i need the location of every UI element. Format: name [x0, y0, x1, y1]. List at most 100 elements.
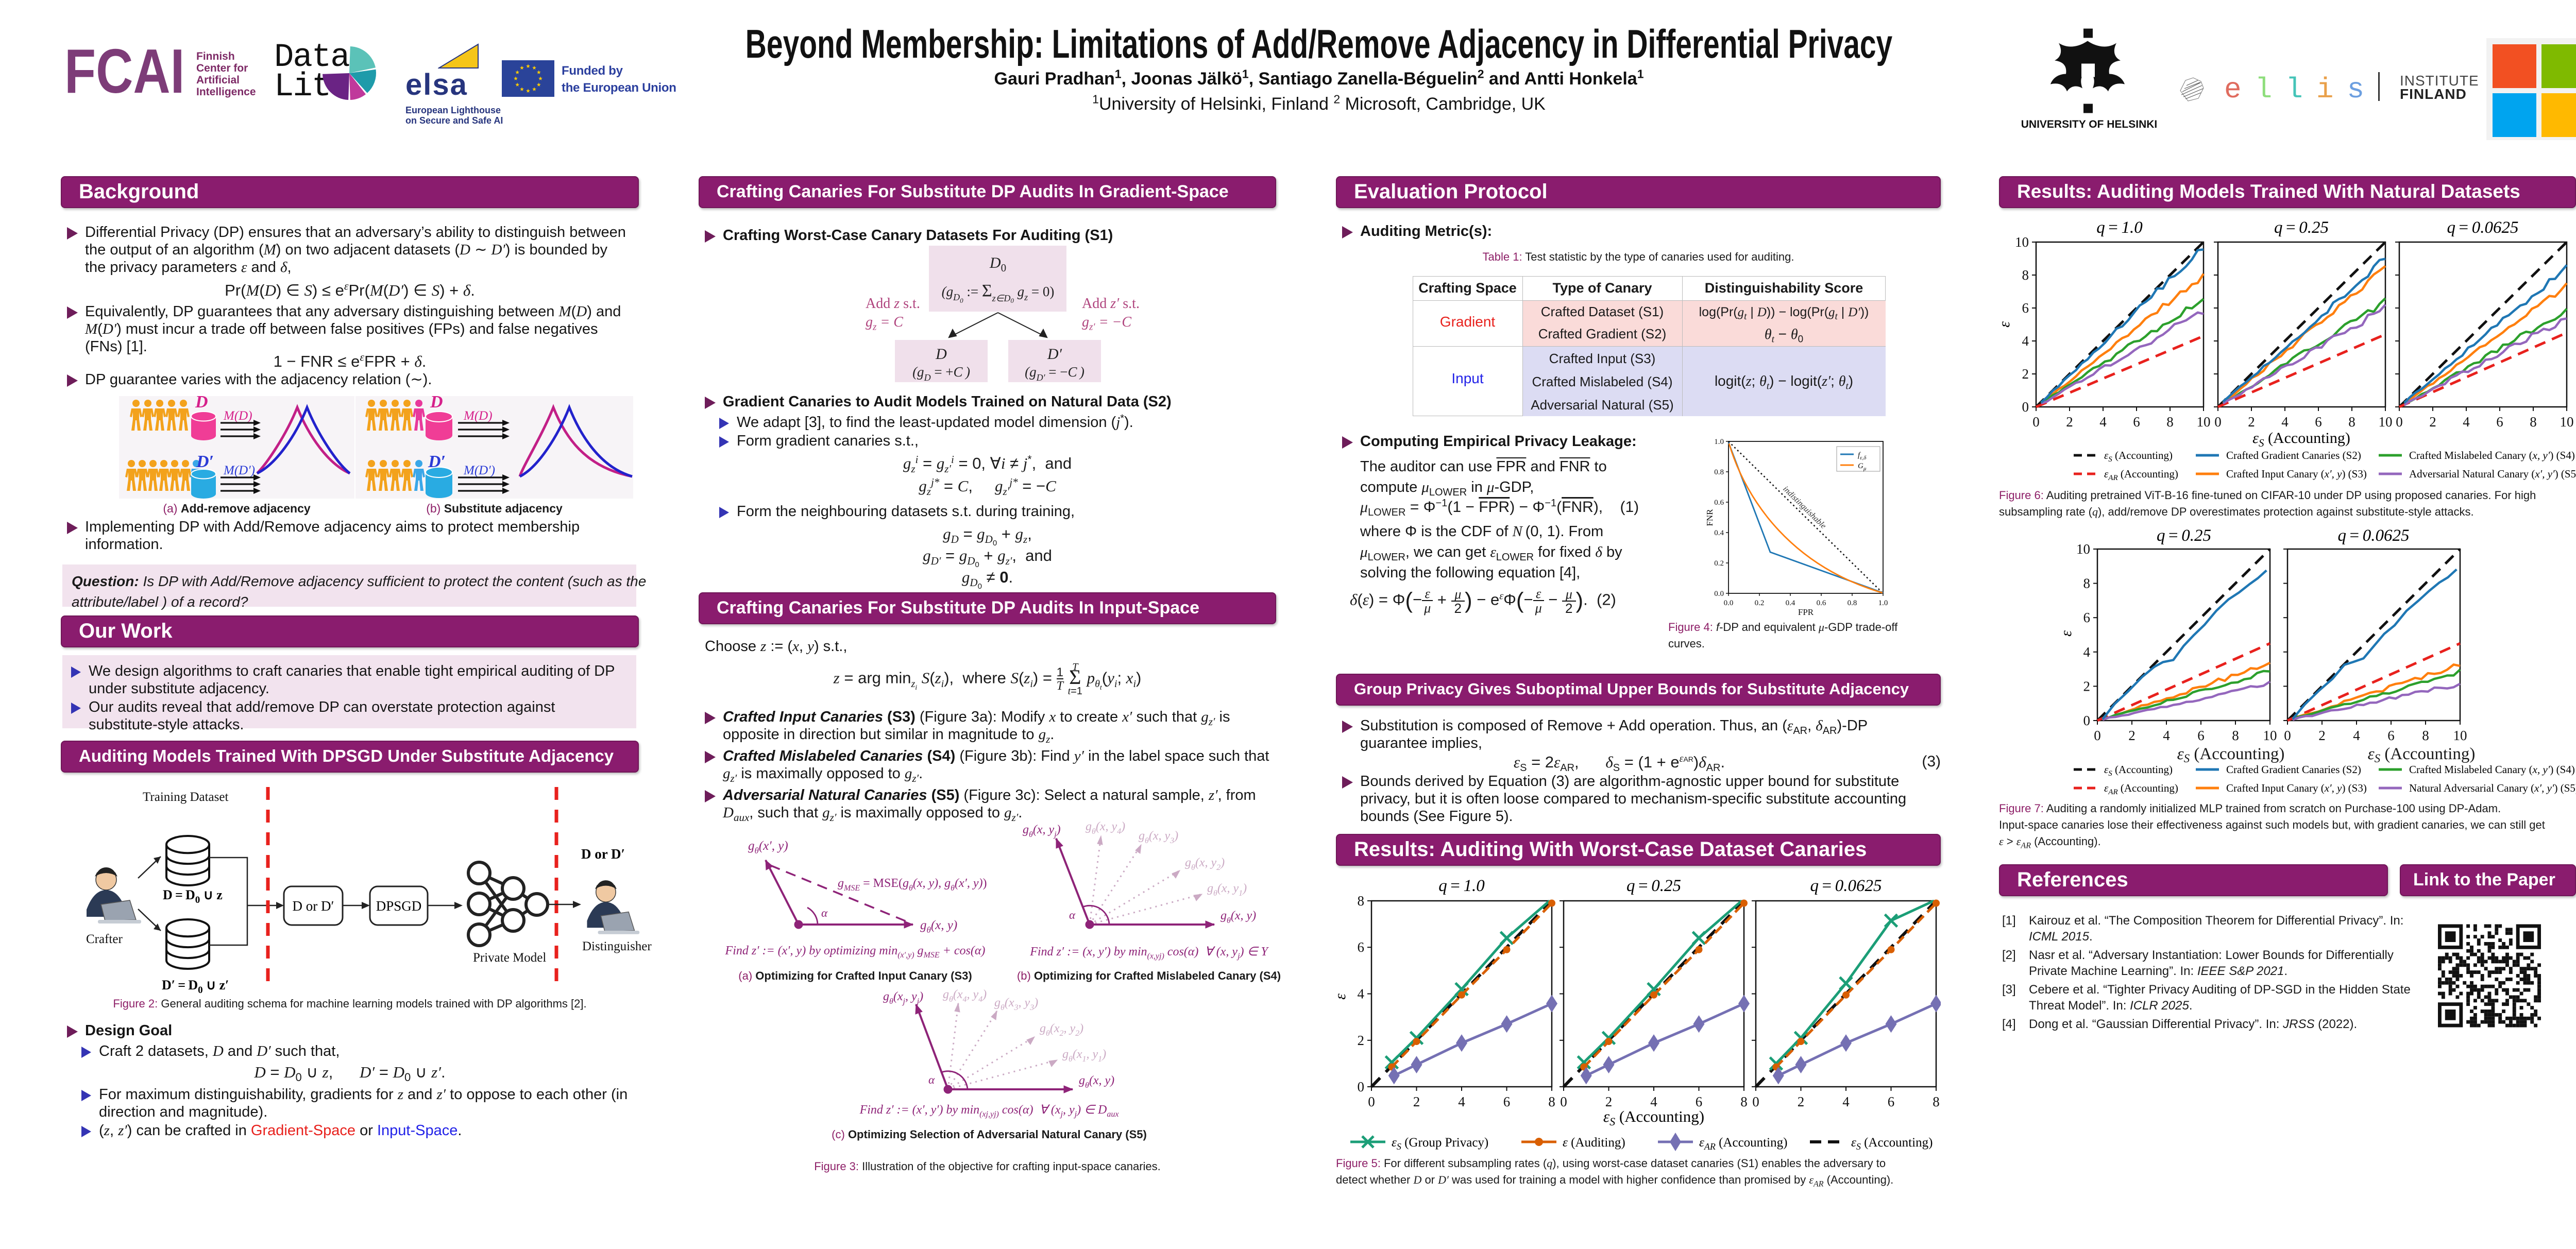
svg-text:Private Model: Private Model	[473, 951, 546, 965]
svg-text:α: α	[1069, 909, 1076, 921]
svg-text:4: 4	[2099, 414, 2107, 430]
svg-text:ε: ε	[1999, 321, 2013, 328]
svg-text:2: 2	[1358, 1033, 1365, 1048]
svg-text:4: 4	[1358, 986, 1365, 1002]
svg-text:2: 2	[2429, 414, 2436, 430]
svg-text:4: 4	[2463, 414, 2470, 430]
svg-text:0.4: 0.4	[1786, 599, 1795, 607]
svg-text:Crafted Gradient Canaries (S2): Crafted Gradient Canaries (S2)	[2226, 449, 2361, 461]
svg-text:D′ = D0 ∪ z′: D′ = D0 ∪ z′	[162, 978, 229, 996]
svg-text:0: 0	[2284, 728, 2291, 742]
svg-text:α: α	[821, 906, 828, 919]
svg-text:ε (Auditing): ε (Auditing)	[1563, 1136, 1625, 1150]
svg-text:4: 4	[2083, 644, 2091, 660]
svg-text:0: 0	[1560, 1094, 1567, 1109]
svg-text:gθ(xj, yj): gθ(xj, yj)	[883, 990, 923, 1006]
svg-text:indistinguishable: indistinguishable	[1781, 485, 1828, 531]
svg-text:Crafter: Crafter	[86, 932, 123, 946]
svg-text:gθ(x, y3): gθ(x, y3)	[1139, 829, 1178, 845]
svg-text:0: 0	[1752, 1094, 1759, 1109]
svg-text:6: 6	[1358, 939, 1365, 955]
svg-text:8: 8	[2348, 414, 2355, 430]
svg-text:0: 0	[2083, 713, 2091, 728]
svg-text:8: 8	[1740, 1094, 1748, 1109]
svg-text:6: 6	[2315, 414, 2322, 430]
svg-text:Crafted Mislabeled Canary (x,: Crafted Mislabeled Canary (x, y′) (S4)	[2409, 449, 2575, 461]
svg-text:q = 0.0625: q = 0.0625	[2447, 218, 2518, 237]
svg-text:6: 6	[1503, 1094, 1511, 1109]
svg-text:εS (Group Privacy): εS (Group Privacy)	[1392, 1136, 1488, 1152]
svg-text:10: 10	[2076, 541, 2090, 557]
svg-text:8: 8	[1933, 1094, 1940, 1109]
svg-text:1.0: 1.0	[1878, 599, 1888, 607]
svg-text:gθ(x, y): gθ(x, y)	[920, 918, 957, 935]
svg-text:gθ(x3, y3): gθ(x3, y3)	[994, 996, 1038, 1012]
svg-text:6: 6	[2496, 414, 2503, 430]
svg-text:q = 1.0: q = 1.0	[1438, 877, 1485, 895]
svg-text:0: 0	[2094, 728, 2101, 742]
svg-text:gθ(x, y4): gθ(x, y4)	[1086, 820, 1125, 836]
svg-text:0.4: 0.4	[1714, 529, 1724, 537]
svg-text:6: 6	[1888, 1094, 1895, 1109]
svg-text:εS (Accounting): εS (Accounting)	[1603, 1107, 1704, 1128]
svg-text:2: 2	[2022, 366, 2029, 382]
svg-text:Adversarial Natural Canary (x′: Adversarial Natural Canary (x′, y′) (S5)	[2409, 468, 2576, 480]
svg-text:0: 0	[2022, 399, 2029, 415]
svg-text:10: 10	[2197, 414, 2211, 430]
svg-text:8: 8	[2530, 414, 2537, 430]
svg-text:FPR: FPR	[1798, 607, 1814, 615]
svg-text:εAR (Accounting): εAR (Accounting)	[2104, 782, 2178, 796]
svg-text:q = 0.0625: q = 0.0625	[1810, 877, 1882, 895]
svg-text:εS (Accounting): εS (Accounting)	[1851, 1136, 1933, 1152]
svg-text:10: 10	[2560, 414, 2574, 430]
svg-text:6: 6	[2133, 414, 2140, 430]
svg-text:α: α	[928, 1073, 935, 1086]
svg-text:4: 4	[1458, 1094, 1465, 1109]
svg-text:M(D): M(D)	[463, 409, 493, 423]
svg-text:0: 0	[1358, 1079, 1365, 1094]
svg-text:gθ(x4, y4): gθ(x4, y4)	[943, 988, 987, 1004]
svg-text:Crafted Gradient Canaries (S2): Crafted Gradient Canaries (S2)	[2226, 763, 2361, 776]
svg-text:Distinguisher: Distinguisher	[582, 939, 652, 953]
svg-text:q = 0.0625: q = 0.0625	[2337, 526, 2409, 545]
svg-text:0: 0	[2396, 414, 2403, 430]
svg-text:6: 6	[2083, 610, 2091, 625]
svg-text:8: 8	[1548, 1094, 1555, 1109]
svg-text:2: 2	[2248, 414, 2255, 430]
svg-text:8: 8	[1358, 893, 1365, 909]
svg-text:4: 4	[1650, 1094, 1657, 1109]
svg-text:gMSE = MSE(gθ(x, y), gθ(x′, y): gMSE = MSE(gθ(x, y), gθ(x′, y))	[838, 877, 987, 893]
svg-text:gθ(x, yj): gθ(x, yj)	[1023, 823, 1061, 839]
svg-text:gθ(x, y): gθ(x, y)	[1221, 909, 1256, 925]
svg-text:ε: ε	[1336, 994, 1349, 1000]
svg-text:Crafted Input Canary (x′, y) (: Crafted Input Canary (x′, y) (S3)	[2226, 782, 2367, 794]
svg-text:0.0: 0.0	[1724, 599, 1734, 607]
svg-text:D: D	[195, 396, 208, 412]
svg-text:0.0: 0.0	[1714, 590, 1724, 598]
svg-text:10: 10	[2263, 728, 2277, 742]
svg-text:Natural Adversarial Canary (x′: Natural Adversarial Canary (x′, y′) (S5)	[2409, 782, 2576, 794]
svg-text:10: 10	[2453, 728, 2467, 742]
svg-text:gθ(x′, y): gθ(x′, y)	[748, 839, 788, 856]
svg-text:q = 0.25: q = 0.25	[2157, 526, 2211, 545]
svg-text:2: 2	[1413, 1094, 1420, 1109]
svg-text:8: 8	[2232, 728, 2239, 742]
svg-text:Crafted Mislabeled Canary (x,: Crafted Mislabeled Canary (x, y′) (S4)	[2409, 763, 2575, 776]
svg-text:gθ(x, y2): gθ(x, y2)	[1185, 856, 1225, 872]
svg-text:2: 2	[1798, 1094, 1805, 1109]
svg-text:6: 6	[2022, 300, 2029, 316]
svg-text:8: 8	[2166, 414, 2174, 430]
svg-text:εAR (Accounting): εAR (Accounting)	[1699, 1136, 1787, 1152]
svg-text:2: 2	[2066, 414, 2073, 430]
svg-text:1.0: 1.0	[1714, 438, 1724, 446]
svg-text:D or D′: D or D′	[293, 898, 334, 914]
svg-text:q = 1.0: q = 1.0	[2096, 218, 2143, 237]
svg-text:10: 10	[2379, 414, 2393, 430]
svg-text:0.8: 0.8	[1848, 599, 1857, 607]
svg-text:εS (Accounting): εS (Accounting)	[2252, 430, 2350, 449]
svg-text:0.8: 0.8	[1714, 468, 1724, 476]
svg-text:M(D′): M(D′)	[463, 464, 495, 477]
svg-text:6: 6	[2197, 728, 2205, 742]
svg-text:q = 0.25: q = 0.25	[1626, 877, 1681, 895]
svg-text:D′: D′	[196, 452, 214, 471]
